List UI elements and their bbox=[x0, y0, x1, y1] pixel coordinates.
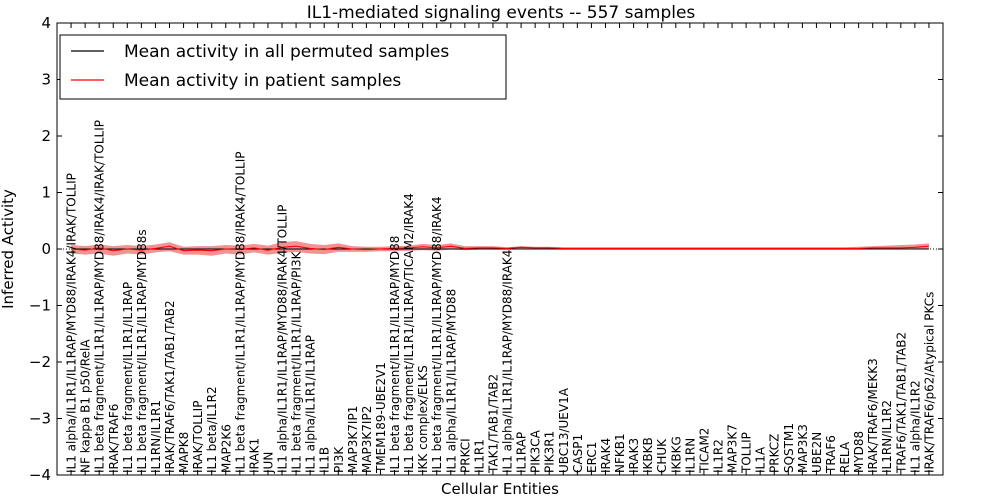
category-label: RELA bbox=[838, 441, 852, 473]
legend-label-patient: Mean activity in patient samples bbox=[124, 71, 401, 91]
category-label: PI3K bbox=[332, 446, 346, 473]
y-tick-label: −1 bbox=[29, 297, 51, 315]
category-label: UBC13/UEV1A bbox=[557, 387, 571, 473]
category-label: IL1 beta/IL1R2 bbox=[205, 386, 219, 473]
category-label: IL1 alpha/IL1R2 bbox=[908, 380, 922, 473]
x-axis-ticks bbox=[70, 23, 930, 475]
legend-label-permuted: Mean activity in all permuted samples bbox=[124, 42, 449, 62]
category-label: IL1 alpha/IL1R1/IL1RAP bbox=[304, 335, 318, 473]
category-label: IL1 beta fragment/IL1R1/IL1RAP/PI3K bbox=[290, 250, 304, 473]
category-label: TICAM2 bbox=[697, 428, 711, 474]
category-label: MAP2K6 bbox=[219, 424, 233, 473]
category-label: IL1 alpha/IL1R1/IL1RAP/MYD88/IRAK4/TOLLI… bbox=[276, 205, 290, 473]
category-label: MYD88 bbox=[852, 431, 866, 473]
category-label: ERC1 bbox=[585, 442, 599, 473]
x-axis-title: Cellular Entities bbox=[441, 480, 559, 498]
y-tick-label: 2 bbox=[41, 127, 51, 145]
category-label: IRAK/TRAF6/p62/Atypical PKCs bbox=[922, 292, 936, 473]
category-label: TRAF6/TAK1/TAB1/TAB2 bbox=[894, 332, 908, 474]
category-label: TAK1/TAB1/TAB2 bbox=[487, 374, 501, 474]
category-label: PIK3R1 bbox=[543, 431, 557, 473]
y-tick-label: 1 bbox=[41, 184, 51, 202]
plot-frame bbox=[56, 22, 944, 476]
category-label: IL1 beta fragment/IL1R1/IL1RAP/MYD88/IRA… bbox=[430, 196, 444, 473]
category-label: IL1 alpha/IL1R1/IL1RAP/MYD88/IRAK4/IRAK/… bbox=[65, 173, 79, 473]
category-label: MAP3K7 bbox=[726, 424, 740, 473]
legend-box bbox=[59, 34, 507, 100]
y-tick-label: 0 bbox=[41, 240, 51, 258]
category-label: IL1 beta fragment/IL1R1/IL1RAP bbox=[121, 282, 135, 473]
category-label: MAP3K3 bbox=[796, 424, 810, 473]
category-label: IRAK4 bbox=[599, 438, 613, 473]
category-label: CHUK bbox=[655, 438, 669, 473]
category-label: IL1RN bbox=[683, 438, 697, 473]
category-label: MAPK8 bbox=[177, 432, 191, 473]
chart-title: IL1-mediated signaling events -- 557 sam… bbox=[307, 3, 696, 23]
category-label: IL1R2 bbox=[712, 439, 726, 473]
category-label: IRAK/TRAF6/TAK1/TAB1/TAB2 bbox=[163, 300, 177, 473]
y-tick-label: −2 bbox=[29, 353, 51, 371]
category-label: IL1B bbox=[318, 447, 332, 473]
y-axis-ticks: −4 −3 −2 −1 0 1 2 3 4 bbox=[29, 14, 943, 484]
series-line-layer bbox=[57, 245, 943, 252]
category-label: IL1RN/IL1R2 bbox=[880, 400, 894, 473]
category-label: IL1 beta fragment/IL1R1/IL1RAP/MYD88/IRA… bbox=[93, 120, 107, 473]
category-label: IL1 alpha/IL1R1/IL1RAP/MYD88 bbox=[444, 289, 458, 473]
legend: Mean activity in all permuted samples Me… bbox=[59, 34, 507, 100]
y-tick-label: −3 bbox=[29, 410, 51, 428]
category-label: IKK complex/ELKS bbox=[416, 365, 430, 473]
category-label: IRAK3 bbox=[627, 438, 641, 473]
category-label: IL1 alpha/IL1R1/IL1RAP/MYD88/IRAK4 bbox=[501, 250, 515, 473]
y-tick-label: −4 bbox=[29, 466, 51, 484]
category-label: IL1RN/IL1R1 bbox=[149, 400, 163, 473]
category-label: NFKB1 bbox=[613, 433, 627, 473]
y-axis-title: Inferred Activity bbox=[0, 189, 17, 309]
patient-series-line bbox=[71, 245, 929, 252]
category-label: NF kappa B1 p50/RelA bbox=[79, 339, 93, 473]
y-tick-label: 3 bbox=[41, 71, 51, 89]
category-label: IL1A bbox=[754, 446, 768, 473]
category-label: PIK3CA bbox=[529, 429, 543, 473]
category-label: UBE2N bbox=[810, 432, 824, 473]
category-label: JUN bbox=[262, 452, 276, 474]
category-label: TRAF6 bbox=[824, 435, 838, 474]
category-labels: IL1 alpha/IL1R1/IL1RAP/MYD88/IRAK4/IRAK/… bbox=[65, 120, 937, 474]
category-label: IKBKG bbox=[669, 436, 683, 473]
category-label: MAP3K7IP2 bbox=[360, 406, 374, 473]
category-label: IRAK1 bbox=[247, 438, 261, 473]
category-label: PRKCZ bbox=[768, 434, 782, 473]
category-label: IRAK/TRAF6/MEKK3 bbox=[866, 358, 880, 473]
category-label: IL1 beta fragment/IL1R1/IL1RAP/MYD88s bbox=[135, 229, 149, 473]
category-label: CASP1 bbox=[571, 434, 585, 473]
category-label: MAP3K7IP1 bbox=[346, 406, 360, 473]
category-label: IL1 beta fragment/IL1R1/IL1RAP/MYD88/IRA… bbox=[233, 152, 247, 473]
category-label: IRAK/TRAF6 bbox=[107, 404, 121, 473]
category-label: IL1RAP bbox=[515, 432, 529, 473]
category-label: IRAK/TOLLIP bbox=[191, 401, 205, 473]
category-label: IL1R1 bbox=[472, 439, 486, 473]
category-label: TMEM189-UBE2V1 bbox=[374, 362, 388, 474]
category-label: IKBKB bbox=[641, 437, 655, 473]
y-tick-label: 4 bbox=[41, 14, 51, 32]
category-label: IL1 beta fragment/IL1R1/IL1RAP/TICAM2/IR… bbox=[402, 193, 416, 473]
category-label: SQSTM1 bbox=[782, 423, 796, 473]
category-label: PRKCI bbox=[458, 438, 472, 473]
category-label: IL1 beta fragment/IL1R1/IL1RAP/MYD88 bbox=[388, 236, 402, 473]
category-label: TOLLIP bbox=[740, 432, 754, 474]
